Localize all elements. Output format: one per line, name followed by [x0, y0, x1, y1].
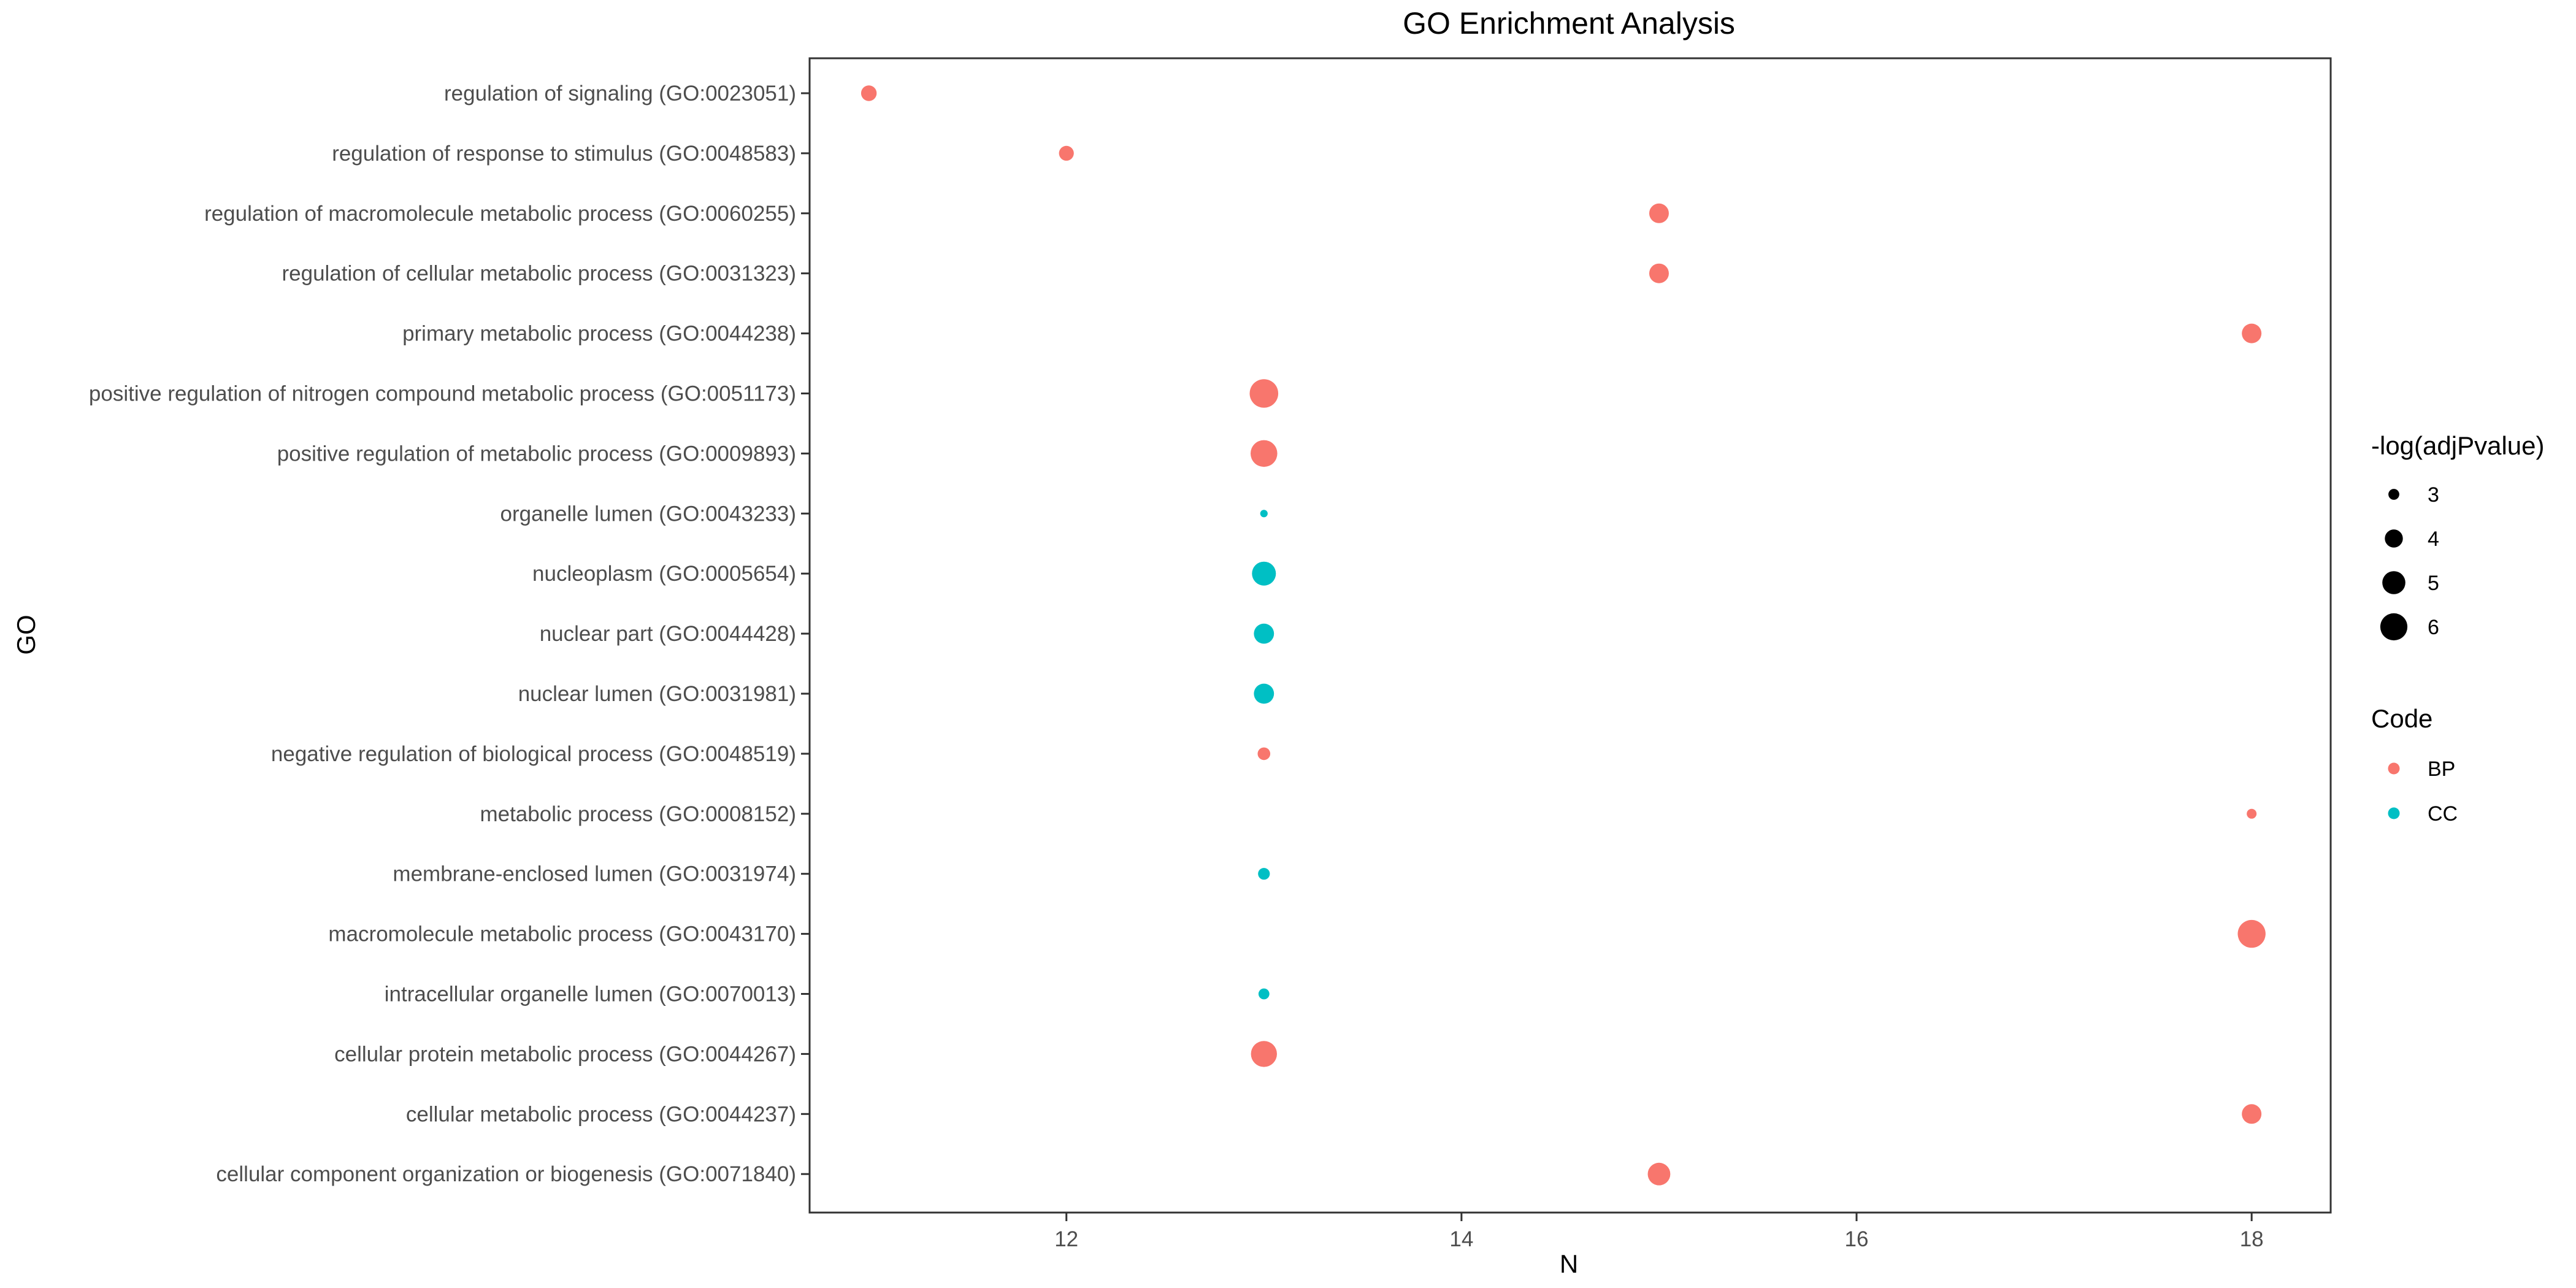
plot-panel [808, 57, 2332, 1214]
size-legend-label: 6 [2428, 616, 2439, 639]
x-tick-label: 14 [1449, 1227, 1473, 1251]
size-legend-key [2385, 529, 2403, 548]
y-tick-label: positive regulation of nitrogen compound… [89, 382, 796, 406]
x-axis-title: N [1560, 1249, 1578, 1278]
y-tick-label: metabolic process (GO:0008152) [480, 802, 796, 826]
size-legend-items: 3 4 5 6 [2380, 483, 2439, 641]
y-tick-label: nuclear part (GO:0044428) [540, 622, 796, 646]
color-legend-label: CC [2428, 802, 2458, 826]
data-point [1257, 747, 1271, 761]
color-legend-title: Code [2371, 704, 2432, 733]
size-legend-label: 5 [2428, 572, 2439, 595]
y-tick-label: negative regulation of biological proces… [271, 742, 796, 766]
y-tick-label: membrane-enclosed lumen (GO:0031974) [393, 862, 796, 886]
color-legend: Code BP CC [2371, 704, 2458, 826]
data-point [1254, 623, 1275, 644]
data-point [1647, 1162, 1671, 1186]
chart-title: GO Enrichment Analysis [1403, 6, 1735, 40]
y-tick-label: macromolecule metabolic process (GO:0043… [328, 922, 796, 946]
data-point [1251, 1041, 1277, 1067]
size-legend-key [2380, 613, 2408, 641]
y-tick-label: nucleoplasm (GO:0005654) [532, 562, 796, 586]
data-point [1254, 683, 1275, 704]
y-tick-label: regulation of response to stimulus (GO:0… [332, 142, 796, 166]
data-point [1059, 145, 1074, 161]
color-legend-key [2388, 762, 2400, 775]
y-tick-label: cellular component organization or bioge… [216, 1162, 796, 1186]
y-tick-label: cellular protein metabolic process (GO:0… [334, 1042, 796, 1066]
data-point [1249, 379, 1279, 408]
y-axis-title: GO [12, 615, 40, 654]
y-tick-label: intracellular organelle lumen (GO:007001… [385, 983, 796, 1006]
color-legend-label: BP [2428, 757, 2455, 781]
size-legend: -log(adjPvalue) 3 4 5 6 [2371, 431, 2544, 641]
data-point [1649, 263, 1669, 283]
y-tick-label: cellular metabolic process (GO:0044237) [406, 1102, 796, 1126]
color-legend-items: BP CC [2388, 757, 2458, 826]
size-legend-key [2388, 489, 2399, 500]
y-axis-ticks: regulation of signaling (GO:0023051) regu… [89, 82, 810, 1186]
data-point [1258, 868, 1270, 880]
data-point [1649, 203, 1669, 223]
data-point [2242, 323, 2262, 343]
y-tick-label: regulation of signaling (GO:0023051) [444, 82, 796, 105]
data-point [1252, 561, 1276, 586]
x-tick-label: 16 [1845, 1227, 1869, 1251]
data-points [861, 85, 2266, 1186]
y-tick-label: regulation of macromolecule metabolic pr… [204, 202, 796, 226]
size-legend-label: 4 [2428, 527, 2439, 551]
y-tick-label: nuclear lumen (GO:0031981) [518, 682, 796, 706]
data-point [2237, 919, 2266, 948]
y-tick-label: regulation of cellular metabolic process… [282, 262, 797, 286]
y-tick-label: organelle lumen (GO:0043233) [500, 502, 796, 526]
x-axis-ticks: 12 14 16 18 [1054, 1213, 2264, 1251]
size-legend-title: -log(adjPvalue) [2371, 431, 2544, 460]
color-legend-key [2388, 807, 2400, 819]
x-tick-label: 12 [1054, 1227, 1078, 1251]
data-point [1258, 988, 1270, 1000]
y-tick-label: positive regulation of metabolic process… [277, 442, 796, 466]
y-tick-label: primary metabolic process (GO:0044238) [402, 322, 796, 346]
data-point [1260, 510, 1268, 518]
size-legend-key [2382, 571, 2405, 594]
data-point [861, 85, 877, 101]
data-point [2242, 1104, 2262, 1124]
x-tick-label: 18 [2240, 1227, 2264, 1251]
data-point [2247, 808, 2257, 819]
size-legend-label: 3 [2428, 483, 2439, 507]
data-point [1250, 440, 1278, 467]
